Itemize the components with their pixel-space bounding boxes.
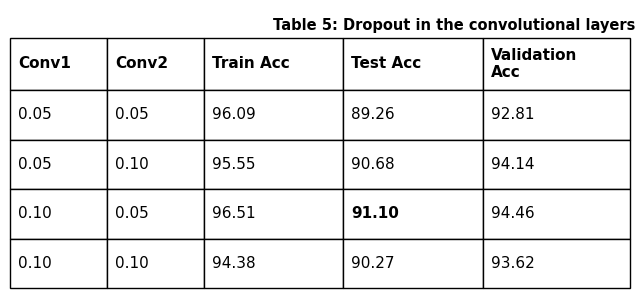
Text: 90.27: 90.27 bbox=[351, 256, 395, 271]
Text: 0.10: 0.10 bbox=[115, 256, 148, 271]
Bar bbox=[10, 38, 107, 90]
Bar bbox=[483, 239, 630, 288]
Text: 94.38: 94.38 bbox=[212, 256, 255, 271]
Bar bbox=[343, 239, 483, 288]
Bar bbox=[483, 189, 630, 239]
Text: 91.10: 91.10 bbox=[351, 206, 399, 221]
Bar bbox=[343, 189, 483, 239]
Text: Test Acc: Test Acc bbox=[351, 57, 422, 72]
Bar bbox=[107, 239, 204, 288]
Bar bbox=[10, 239, 107, 288]
Text: 94.14: 94.14 bbox=[491, 157, 534, 172]
Bar bbox=[10, 90, 107, 139]
Text: 89.26: 89.26 bbox=[351, 107, 395, 122]
Text: 0.05: 0.05 bbox=[18, 107, 52, 122]
Text: 0.10: 0.10 bbox=[18, 256, 52, 271]
Bar bbox=[204, 139, 343, 189]
Bar bbox=[204, 38, 343, 90]
Text: Conv2: Conv2 bbox=[115, 57, 168, 72]
Text: Train Acc: Train Acc bbox=[212, 57, 289, 72]
Text: Validation
Acc: Validation Acc bbox=[491, 48, 577, 80]
Bar bbox=[107, 139, 204, 189]
Bar bbox=[204, 239, 343, 288]
Text: 93.62: 93.62 bbox=[491, 256, 535, 271]
Bar bbox=[10, 189, 107, 239]
Text: 0.05: 0.05 bbox=[115, 107, 148, 122]
Text: Conv1: Conv1 bbox=[18, 57, 71, 72]
Bar bbox=[10, 139, 107, 189]
Text: 0.05: 0.05 bbox=[18, 157, 52, 172]
Bar bbox=[204, 90, 343, 139]
Bar bbox=[107, 38, 204, 90]
Text: 90.68: 90.68 bbox=[351, 157, 395, 172]
Bar bbox=[107, 189, 204, 239]
Bar bbox=[343, 139, 483, 189]
Bar bbox=[107, 90, 204, 139]
Text: 96.51: 96.51 bbox=[212, 206, 255, 221]
Bar bbox=[483, 139, 630, 189]
Bar bbox=[343, 38, 483, 90]
Bar bbox=[204, 189, 343, 239]
Text: 95.55: 95.55 bbox=[212, 157, 255, 172]
Text: 94.46: 94.46 bbox=[491, 206, 534, 221]
Bar bbox=[483, 90, 630, 139]
Bar bbox=[483, 38, 630, 90]
Text: 0.05: 0.05 bbox=[115, 206, 148, 221]
Text: 0.10: 0.10 bbox=[18, 206, 52, 221]
Text: 0.10: 0.10 bbox=[115, 157, 148, 172]
Text: Table 5: Dropout in the convolutional layers: Table 5: Dropout in the convolutional la… bbox=[273, 18, 635, 33]
Text: 96.09: 96.09 bbox=[212, 107, 255, 122]
Bar bbox=[343, 90, 483, 139]
Text: 92.81: 92.81 bbox=[491, 107, 534, 122]
